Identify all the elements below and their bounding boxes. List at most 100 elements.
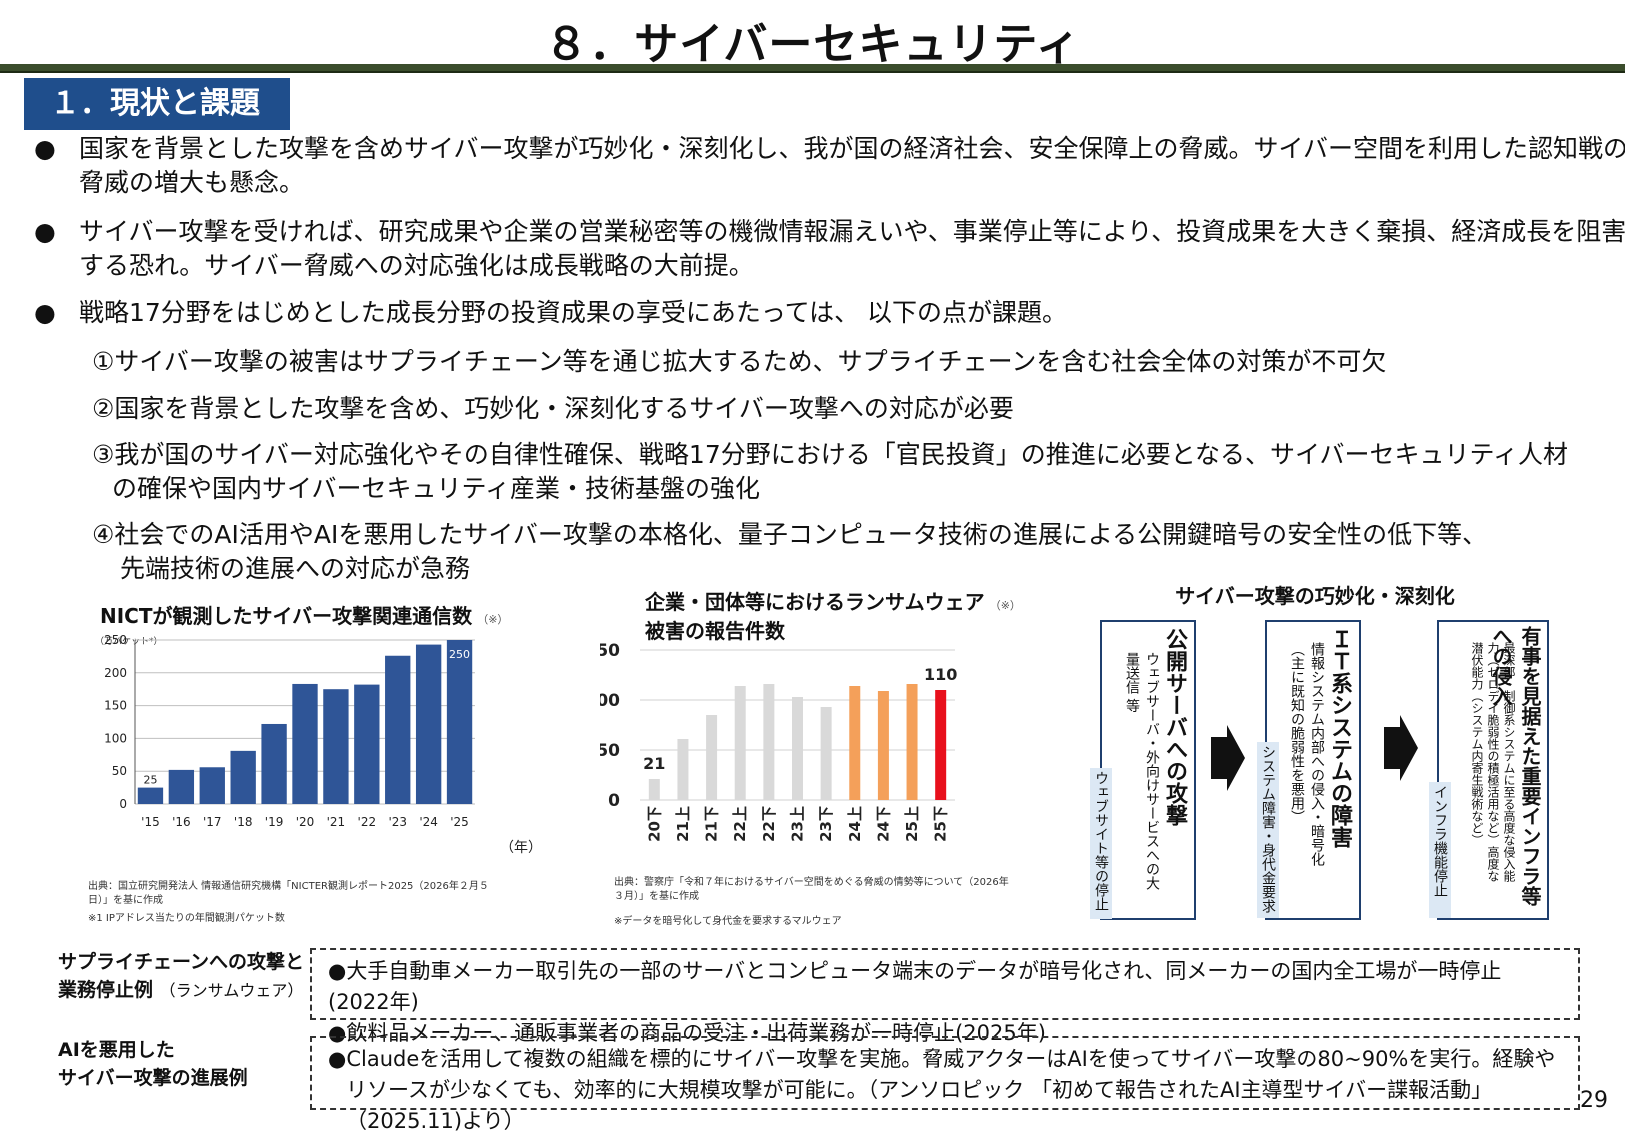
chart2-bar (935, 690, 947, 800)
chart2-bar (763, 684, 775, 800)
chart2-bar (849, 686, 861, 800)
chart1-y-tick-label: 100 (104, 731, 127, 745)
chart1-title-note: （※） (477, 613, 509, 626)
title-rule (0, 64, 1625, 73)
chart2-bars (648, 684, 947, 800)
example-1-box: ●大手自動車メーカー取引先の一部のサーバとコンピュータ端末のデータが暗号化され、… (310, 948, 1580, 1045)
chart2-x-tick-label: 22上 (731, 806, 749, 842)
chart1-x-tick-label: '24 (419, 815, 438, 829)
chart2-y-ticks: 0 50 100 150 (600, 641, 620, 811)
flow-box-3: 有事を見据えた重要インフラ等への侵入 最深部・制御系システムに至る高度な侵入能力… (1429, 620, 1549, 920)
chart1-bar (137, 787, 164, 804)
example-2-box: ●Claudeを活用して複数の組織を標的にサイバー攻撃を実施。脅威アクターはAI… (310, 1036, 1580, 1133)
flow-box-tag: インフラ機能停止 (1429, 782, 1451, 918)
page-title: ８．サイバーセキュリティ (544, 19, 1081, 70)
chart2-title-line1: 企業・団体等におけるランサムウェア (645, 590, 985, 614)
chart2-x-ticks: 20下 21上 21下 22上 22下 23上 23下 24上 24下 25上 25下 (645, 806, 949, 842)
chart1-bar (415, 644, 442, 804)
chart1-data-label: 25 (143, 774, 157, 787)
chart1-y-tick-label: 50 (112, 764, 127, 778)
flow-title: サイバー攻撃の巧妙化・深刻化 (1175, 584, 1455, 608)
example-2-label: AIを悪用した サイバー攻撃の進展例 (58, 1036, 248, 1092)
chart2-title-line2: 被害の報告件数 (645, 619, 785, 643)
chart2-bar (877, 691, 889, 800)
chart1-ylabel: （万パケット*） (95, 636, 163, 647)
chart1-bars (137, 640, 473, 804)
chart1-x-tick-label: '15 (141, 815, 160, 829)
chart1-title: NICTが観測したサイバー攻撃関連通信数 (100, 604, 473, 628)
chart1-footnote: ※1 IPアドレス当たりの年間観測パケット数 (88, 913, 285, 924)
chart2-x-tick-label: 23下 (817, 806, 835, 842)
chart2-x-tick-label: 24下 (874, 806, 892, 842)
chart1-y-tick-label: 250 (104, 633, 127, 647)
example-line: ●飲料品メーカー、通販事業者の商品の受注・出荷業務が一時停止(2025年) (328, 1021, 1046, 1045)
flow-box-1: 公開サーバへの攻撃 ウェブサーバ・外向けサービスへの大量送信 等 ウェブサイト等… (1090, 620, 1196, 920)
chart2-source: 出典：警察庁「令和７年におけるサイバー空間をめぐる脅威の情勢等について（2026… (614, 877, 1009, 902)
chart2-bar (734, 686, 746, 800)
issue-item-3: ③我が国のサイバー対応強化やその自律性確保、戦略17分野における「官民投資」の推… (92, 438, 1612, 506)
chart2-y-tick-label: 50 (600, 741, 620, 761)
issue-line-cont: 先端技術の進展への対応が急務 (120, 554, 471, 583)
chart2-data-label: 110 (924, 665, 957, 684)
flow-box-head: 有事を見据えた重要インフラ等への侵入 (1489, 626, 1542, 906)
issue-line: ③我が国のサイバー対応強化やその自律性確保、戦略17分野における「官民投資」の推… (92, 440, 1568, 469)
chart1-y-tick-label: 200 (104, 666, 127, 680)
chart1-x-tick-label: '22 (358, 815, 377, 829)
example-line: ●大手自動車メーカー取引先の一部のサーバとコンピュータ端末のデータが暗号化され、… (328, 959, 1502, 1014)
chart1-x-tick-label: '18 (234, 815, 253, 829)
chart2-x-tick-label: 23上 (789, 806, 807, 842)
chart2-x-tick-label: 25下 (932, 806, 950, 842)
issue-item-4: ④社会でのAI活用やAIを悪用したサイバー攻撃の本格化、量子コンピュータ技術の進… (92, 518, 1612, 586)
chart2-x-tick-label: 21上 (674, 806, 692, 842)
chart2-bar (820, 707, 832, 800)
flow-arrow-2-icon (1384, 715, 1418, 781)
chart1-bar (446, 640, 473, 804)
chart2-x-tick-label: 22下 (760, 806, 778, 842)
chart1-x-tick-label: '17 (203, 815, 222, 829)
issue-line-cont: の確保や国内サイバーセキュリティ産業・技術基盤の強化 (112, 474, 761, 503)
chart1-bar (292, 683, 318, 804)
example-1-label: サプライチェーンへの攻撃と 業務停止例 （ランサムウェア） (58, 948, 304, 1005)
chart1-y-tick-label: 0 (119, 797, 127, 811)
flow-box-head: ＩＴ系システムの障害 (1327, 628, 1352, 848)
chart1-y-ticks: 0 50 100 150 200 250 (104, 633, 127, 811)
chart1-x-tick-label: '16 (172, 815, 191, 829)
chart2-x-tick-label: 24上 (846, 806, 864, 842)
chart1-bar (323, 689, 349, 804)
issue-line: ②国家を背景とした攻撃を含め、巧妙化・深刻化するサイバー攻撃への対応が必要 (92, 394, 1014, 423)
chart1-bar (385, 655, 411, 804)
chart2-bar (648, 779, 660, 800)
chart2-bar (792, 697, 803, 800)
chart2-data-labels: 21 110 (643, 665, 957, 773)
section-label: １．現状と課題 (24, 78, 290, 130)
flow-box-sub: 情報システム内部への侵入・暗号化（主に既知の脆弱性を悪用） (1289, 642, 1325, 866)
chart2-bar (677, 739, 689, 800)
flow-box-sub: ウェブサーバ・外向けサービスへの大量送信 等 (1124, 652, 1160, 890)
chart2-data-label: 21 (643, 754, 665, 773)
bullet-text: サイバー攻撃を受ければ、研究成果や企業の営業秘密等の機微情報漏えいや、事業停止等… (79, 217, 1625, 280)
example-label-line: サプライチェーンへの攻撃と (58, 951, 305, 973)
chart1-bar (354, 684, 380, 804)
bullet-text: 戦略17分野をはじめとした成長分野の投資成果の享受にあたっては、 以下の点が課題… (79, 298, 1068, 327)
example-label-line: AIを悪用した (58, 1039, 175, 1061)
chart1-bar (168, 769, 195, 804)
issue-line: ①サイバー攻撃の被害はサプライチェーン等を通じ拡大するため、サプライチェーンを含… (92, 347, 1387, 376)
chart2-x-tick-label: 20下 (645, 806, 663, 842)
bullet-dot-icon: ● (34, 298, 56, 327)
chart2-footnote: ※データを暗号化して身代金を要求するマルウェア (614, 916, 842, 927)
chart1-x-tick-label: '23 (388, 815, 407, 829)
flow-arrow-1-icon (1211, 725, 1245, 791)
flow-box-sub: 最深部・制御系システムに至る高度な侵入能力（ゼロデイ脆弱性の積極活用など）高度な… (1470, 642, 1516, 882)
chart1-bar (230, 750, 256, 804)
chart1-bar (199, 767, 225, 804)
page-number: 29 (1580, 1088, 1608, 1113)
chart1-data-labels: 25 250 (143, 648, 470, 787)
chart2-x-tick-label: 21下 (703, 806, 721, 842)
chart1-y-tick-label: 150 (104, 699, 127, 713)
chart1-x-tick-label: '25 (450, 815, 469, 829)
issue-item-1: ①サイバー攻撃の被害はサプライチェーン等を通じ拡大するため、サプライチェーンを含… (92, 345, 1612, 379)
bullet-dot-icon: ● (34, 134, 56, 163)
chart2-title-wrap: 企業・団体等におけるランサムウェア （※） 被害の報告件数 (645, 586, 1021, 644)
example-line: リソースが少なくても、効率的に大規模攻撃が可能に。（アンソロピック 「初めて報告… (346, 1078, 1493, 1133)
chart1-x-ticks: '15 '16 '17 '18 '19 '20 '21 '22 '23 '24 '25 (141, 815, 469, 829)
